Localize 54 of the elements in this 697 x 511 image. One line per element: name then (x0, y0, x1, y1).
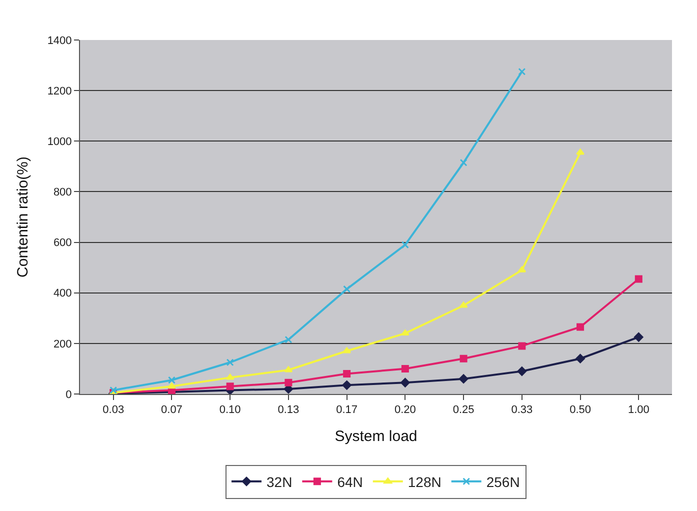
y-axis-title: Contentin ratio(%) (14, 156, 32, 278)
point (401, 241, 409, 249)
x-tick-label: 0.03 (102, 404, 124, 416)
point (634, 275, 642, 283)
point (576, 148, 584, 155)
x-tick-label: 0.17 (336, 404, 358, 416)
x-tick-label: 0.10 (219, 404, 241, 416)
y-tick-label: 400 (53, 288, 72, 300)
x-tick-label: 0.33 (511, 404, 533, 416)
x-tick-label: 0.07 (161, 404, 182, 416)
point (168, 376, 176, 384)
point (400, 378, 410, 388)
point (518, 68, 526, 76)
legend-label: 128N (408, 474, 442, 490)
point (401, 364, 409, 372)
point (517, 366, 527, 376)
x-axis-title: System load (334, 428, 418, 446)
point (110, 386, 118, 394)
point (226, 358, 234, 366)
legend-label: 64N (337, 474, 363, 490)
point (284, 378, 292, 386)
point (400, 330, 410, 336)
y-tick-label: 1400 (47, 34, 72, 47)
point (342, 347, 352, 354)
point (459, 302, 468, 308)
point (342, 380, 352, 390)
y-tick-label: 600 (53, 237, 72, 250)
y-tick-label: 200 (53, 338, 72, 350)
point (460, 158, 468, 166)
point (576, 323, 584, 331)
point (343, 285, 351, 293)
x-tick-label: 0.13 (278, 404, 300, 416)
point (634, 332, 644, 342)
point (460, 354, 468, 362)
point (518, 266, 526, 272)
legend-label: 32N (266, 474, 292, 490)
y-tick-label: 1000 (47, 136, 72, 148)
y-tick-label: 800 (53, 186, 72, 199)
x-tick-label: 0.20 (394, 404, 416, 416)
y-tick-label: 0 (66, 388, 72, 401)
point (284, 366, 293, 372)
legend-label: 256N (486, 474, 520, 490)
point (168, 382, 176, 389)
point (226, 374, 234, 380)
point (343, 370, 351, 378)
point (518, 342, 526, 350)
point (284, 336, 292, 344)
x-tick-label: 1.00 (628, 404, 650, 416)
x-tick-label: 0.50 (570, 404, 591, 416)
x-tick-label: 0.25 (452, 404, 474, 416)
point (576, 354, 585, 364)
y-tick-label: 1200 (47, 85, 72, 98)
point (226, 382, 234, 390)
point (458, 374, 468, 384)
